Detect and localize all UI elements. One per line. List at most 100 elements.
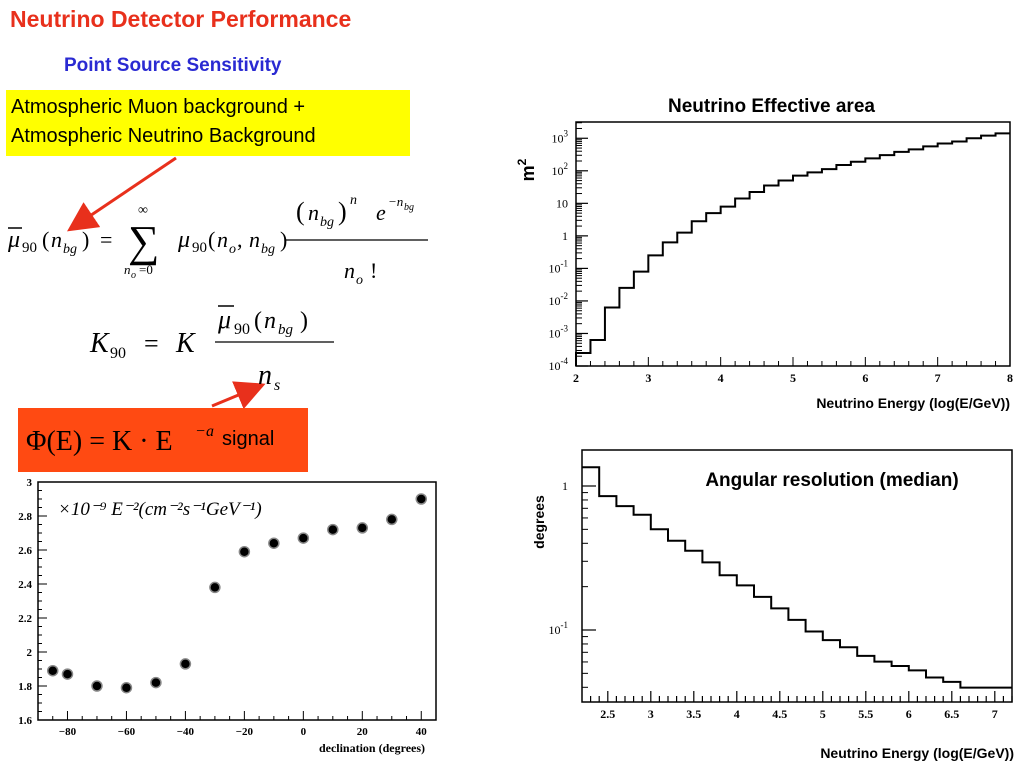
svg-text:): ) [338, 197, 347, 226]
svg-text:o: o [356, 273, 363, 288]
x-axis-label: Neutrino Energy (log(E/GeV)) [820, 745, 1014, 761]
area-frame [575, 121, 1011, 367]
background-line-1: Atmospheric Muon background + [11, 96, 306, 118]
svg-text:bg: bg [404, 202, 414, 213]
angular-resolution-chart: Angular resolution (median) 10-1 1 2.5 3 3.5 4… [531, 449, 1014, 761]
svg-text:90: 90 [234, 321, 250, 338]
y-tick-label: 1 [562, 479, 568, 493]
svg-text:!: ! [370, 258, 377, 283]
y-tick-label: 1.6 [18, 715, 32, 727]
svg-text:s: s [274, 377, 280, 394]
arrow-to-mu-bar [67, 156, 177, 232]
svg-text:n: n [249, 227, 260, 252]
x-tick-label: −20 [236, 726, 254, 738]
signal-box: Φ(E) = K · E − a signal [18, 408, 308, 472]
svg-text:e: e [376, 200, 386, 225]
svg-text:μ: μ [217, 305, 231, 334]
page-subtitle: Point Source Sensitivity [64, 55, 282, 76]
svg-text:a: a [206, 423, 214, 440]
page-title: Neutrino Detector Performance [10, 6, 352, 32]
svg-text:n: n [344, 258, 355, 283]
y-tick-label: 10 [556, 196, 568, 210]
background-line-2: Atmospheric Neutrino Background [11, 125, 316, 147]
x-tick-label: 3 [648, 707, 654, 721]
data-point [46, 664, 59, 677]
x-tick-label: 4 [734, 707, 740, 721]
svg-text:bg: bg [320, 215, 334, 230]
x-tick-label: 5 [820, 707, 826, 721]
x-tick-label: 3 [645, 371, 651, 385]
data-point [209, 581, 221, 594]
y-tick-label: 103 [552, 128, 569, 145]
svg-text:K: K [175, 328, 196, 359]
svg-text:−: − [196, 423, 205, 440]
svg-text:∑: ∑ [128, 217, 159, 266]
svg-text:n: n [308, 200, 319, 225]
y-tick-label: 1 [562, 229, 568, 243]
background-box: Atmospheric Muon background + Atmospheri… [6, 90, 410, 156]
x-tick-label: 8 [1007, 371, 1013, 385]
svg-text:bg: bg [278, 322, 294, 338]
y-tick-label: 2.2 [18, 613, 32, 625]
svg-text:=: = [100, 227, 112, 252]
svg-text:90: 90 [22, 240, 37, 256]
svg-text:=0: =0 [139, 262, 153, 277]
y-tick-label: 3 [27, 477, 33, 489]
scatter-annotation: ×10⁻⁹ E⁻²(cm⁻²s⁻¹GeV⁻¹) [58, 499, 262, 520]
y-axis-label: degrees [531, 495, 547, 549]
x-tick-label: 7 [935, 371, 941, 385]
data-point [386, 513, 398, 526]
svg-text:Φ(E) = K · E: Φ(E) = K · E [26, 426, 173, 457]
svg-text:n: n [51, 227, 62, 252]
data-point [61, 668, 74, 680]
svg-text:n: n [264, 308, 276, 334]
angular-resolution-step-line [582, 466, 1012, 689]
angular-resolution-title: Angular resolution (median) [705, 470, 958, 491]
svg-text:K: K [89, 328, 110, 359]
formula-k90: K 90 = K μ 90 ( n bg ) n s [89, 305, 334, 394]
y-tick-label: 10-1 [549, 258, 569, 275]
svg-text:90: 90 [110, 345, 126, 362]
data-point [120, 681, 133, 694]
y-tick-label: 1.8 [18, 681, 32, 693]
y-tick-label: 10-2 [549, 291, 569, 308]
svg-text:bg: bg [63, 242, 77, 257]
x-tick-label: 6 [906, 707, 912, 721]
x-tick-label: 3.5 [686, 707, 701, 721]
svg-text:,: , [237, 227, 243, 252]
data-point [356, 522, 369, 534]
x-tick-label: 4.5 [772, 707, 787, 721]
svg-text:): ) [300, 308, 308, 334]
svg-text:n: n [217, 227, 228, 252]
svg-text:∞: ∞ [138, 203, 148, 218]
signal-label: signal [222, 428, 275, 450]
data-point [150, 676, 162, 689]
formula-mu-bar: μ 90 ( n bg ) = ∑ ∞ n o =0 μ 90 ( n o , … [7, 193, 428, 288]
effective-area-chart: 10-4 10-3 10-2 10-1 1 10 102 103 2 3 4 5 6 7 8 Neutrino… [515, 121, 1013, 411]
data-point [415, 493, 428, 505]
x-tick-label: −60 [118, 726, 136, 738]
y-tick-label: 2.4 [18, 579, 32, 591]
svg-text:90: 90 [192, 240, 207, 256]
svg-text:): ) [82, 227, 89, 252]
svg-text:(: ( [42, 227, 49, 252]
svg-text:μ: μ [177, 227, 190, 253]
x-tick-label: 2 [573, 371, 579, 385]
arrow-to-ns [211, 381, 266, 410]
x-tick-label: 6.5 [944, 707, 959, 721]
x-tick-label: 5 [790, 371, 796, 385]
y-tick-label: 10-1 [549, 620, 569, 637]
svg-text:−n: −n [388, 194, 403, 209]
svg-text:bg: bg [261, 242, 275, 257]
svg-text:n: n [258, 360, 272, 391]
y-tick-label: 2 [27, 647, 33, 659]
svg-text:n: n [124, 262, 131, 277]
y-tick-label: 2.6 [18, 545, 32, 557]
y-tick-label: 10-4 [549, 356, 569, 373]
x-tick-label: 0 [301, 726, 307, 738]
svg-text:(: ( [208, 227, 215, 252]
sensitivity-scatter-chart: 1.6 1.8 2 2.2 2.4 2.6 2.8 3 −80 −60 −40 −20 0 20 40 dec… [18, 477, 437, 755]
signal-formula: Φ(E) = K · E − a [26, 423, 214, 457]
svg-text:(: ( [254, 308, 262, 334]
